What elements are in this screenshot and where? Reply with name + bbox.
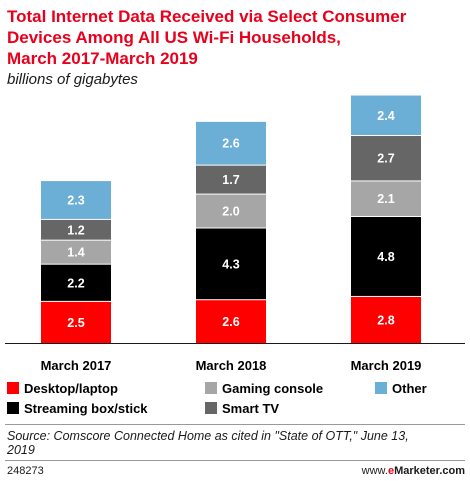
data-label-streaming-box-stick-march-2017: 2.2 xyxy=(67,276,84,290)
brand-logo: www.eMarketer.com xyxy=(361,465,466,477)
source-line-1: Source: Comscore Connected Home as cited… xyxy=(7,429,409,443)
legend-swatch-smart-tv xyxy=(205,402,217,414)
bar-segment-streaming-box-stick-march-2017 xyxy=(41,264,111,301)
data-label-smart-tv-march-2017: 1.2 xyxy=(67,223,84,237)
legend-swatch-desktop-laptop xyxy=(7,382,19,394)
brand-prefix: www. xyxy=(361,465,388,477)
chart-subtitle: billions of gigabytes xyxy=(7,71,138,88)
data-label-streaming-box-stick-march-2018: 4.3 xyxy=(222,257,239,271)
legend-swatch-other xyxy=(375,382,387,394)
data-label-desktop-laptop-march-2019: 2.8 xyxy=(377,313,394,327)
legend-label-desktop-laptop: Desktop/laptop xyxy=(24,381,118,396)
data-label-gaming-console-march-2017: 1.4 xyxy=(67,246,84,260)
chart-id: 248273 xyxy=(7,465,44,477)
bar-segment-other-march-2019 xyxy=(351,95,421,136)
data-label-smart-tv-march-2019: 2.7 xyxy=(377,152,394,166)
category-label-march-2018: March 2018 xyxy=(196,358,267,373)
data-label-streaming-box-stick-march-2019: 4.8 xyxy=(377,250,394,264)
category-label-march-2019: March 2019 xyxy=(351,358,422,373)
bar-segment-other-march-2018 xyxy=(196,121,266,165)
legend-swatch-gaming-console xyxy=(205,382,217,394)
bars-group: 2.5 2.2 1.4 1.2 2.3 2.6 4.3 2.0 1.7 2.6 2.8 4.8 2.1 2… xyxy=(41,95,421,343)
chart-title-line-1: Total Internet Data Received via Select … xyxy=(7,7,407,26)
source-line-2: 2019 xyxy=(6,443,35,457)
category-label-march-2017: March 2017 xyxy=(41,358,112,373)
data-label-other-march-2019: 2.4 xyxy=(377,109,394,123)
bar-segment-desktop-laptop-march-2018 xyxy=(196,300,266,343)
bar-segment-smart-tv-march-2017 xyxy=(41,219,111,240)
data-label-desktop-laptop-march-2017: 2.5 xyxy=(67,316,84,330)
legend-label-streaming-box-stick: Streaming box/stick xyxy=(24,401,148,416)
data-label-desktop-laptop-march-2018: 2.6 xyxy=(222,315,239,329)
legend-label-other: Other xyxy=(392,381,427,396)
legend-label-gaming-console: Gaming console xyxy=(222,381,323,396)
bar-segment-gaming-console-march-2018 xyxy=(196,194,266,228)
bar-segment-gaming-console-march-2019 xyxy=(351,181,421,216)
bar-segment-streaming-box-stick-march-2018 xyxy=(196,228,266,300)
bar-segment-gaming-console-march-2017 xyxy=(41,240,111,264)
chart-title-line-3: March 2017-March 2019 xyxy=(7,49,198,68)
data-label-other-march-2017: 2.3 xyxy=(67,193,84,207)
bar-segment-desktop-laptop-march-2019 xyxy=(351,296,421,343)
chart-title-line-2: Devices Among All US Wi-Fi Households, xyxy=(7,28,341,47)
brand-rest: Marketer.com xyxy=(394,465,465,477)
bar-segment-desktop-laptop-march-2017 xyxy=(41,301,111,343)
data-label-other-march-2018: 2.6 xyxy=(222,137,239,151)
bar-segment-streaming-box-stick-march-2019 xyxy=(351,216,421,296)
legend-swatch-streaming-box-stick xyxy=(7,402,19,414)
legend-label-smart-tv: Smart TV xyxy=(222,401,279,416)
bar-segment-other-march-2017 xyxy=(41,181,111,219)
bar-segment-smart-tv-march-2019 xyxy=(351,136,421,181)
brand-accent: e xyxy=(388,465,394,477)
data-label-smart-tv-march-2018: 1.7 xyxy=(222,173,239,187)
data-label-gaming-console-march-2018: 2.0 xyxy=(222,205,239,219)
data-label-gaming-console-march-2019: 2.1 xyxy=(377,192,394,206)
bar-segment-smart-tv-march-2018 xyxy=(196,165,266,194)
